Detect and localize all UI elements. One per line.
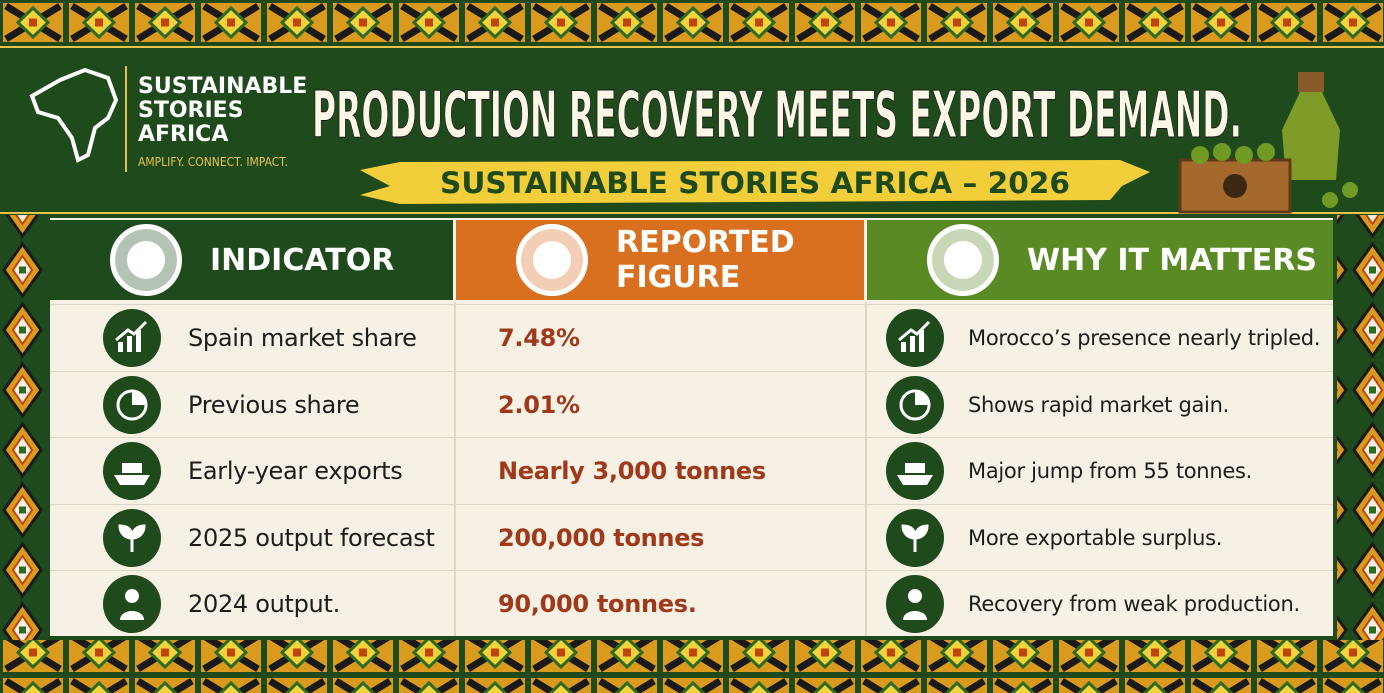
top-border: [0, 0, 1384, 45]
title: PRODUCTION RECOVERY MEETS EXPORT DEMAND.: [312, 79, 1242, 153]
table-row: Early-year exports Nearly 3,000 tonnes Maj…: [50, 437, 1333, 504]
row-icon: [103, 309, 161, 367]
figure-cell: 7.48%: [498, 305, 580, 371]
figure-cell: 2.01%: [498, 372, 580, 438]
bottom-border: [0, 640, 1384, 693]
tagline: AMPLIFY. CONNECT. IMPACT.: [138, 155, 288, 169]
indicator-cell: Previous share: [188, 372, 360, 438]
reason-cell-text: Major jump from 55 tonnes.: [968, 459, 1252, 483]
reason-cell-text: Morocco’s presence nearly tripled.: [968, 326, 1321, 350]
row-icon: [886, 375, 944, 434]
figure-cell-text: 90,000 tonnes.: [498, 590, 697, 618]
reason-cell-text: Shows rapid market gain.: [968, 392, 1229, 417]
row-icon: [886, 309, 944, 367]
reason-cell: Shows rapid market gain.: [968, 372, 1229, 438]
table: INDICATOR REPORTED FIGURE WHY IT MATTERS Sp…: [50, 218, 1333, 636]
row-icon: [103, 575, 161, 633]
reason-cell: Recovery from weak production.: [968, 571, 1300, 637]
brand-line: AFRICA: [138, 122, 228, 147]
figure-cell-text: 7.48%: [498, 324, 580, 352]
reason-cell: Morocco’s presence nearly tripled.: [968, 305, 1321, 371]
table-row: 2025 output forecast 200,000 tonnes More e…: [50, 503, 1333, 571]
header-icon: [516, 224, 588, 296]
indicator-cell: 2024 output.: [188, 571, 340, 637]
header-icon: [927, 224, 999, 296]
column-header: INDICATOR: [50, 220, 453, 300]
column-header-text: REPORTED FIGURE: [616, 225, 795, 295]
right-border: [1337, 215, 1384, 640]
reason-cell: More exportable surplus.: [968, 505, 1222, 571]
figure-cell-text: Nearly 3,000 tonnes: [498, 457, 766, 485]
reason-cell: Major jump from 55 tonnes.: [968, 438, 1252, 504]
olive-crate: [1178, 72, 1358, 214]
indicator-cell-text: Previous share: [188, 390, 360, 419]
column-header: REPORTED FIGURE: [456, 220, 864, 300]
column-header-text: WHY IT MATTERS: [1027, 242, 1317, 278]
indicator-cell-text: 2025 output forecast: [188, 523, 435, 552]
indicator-cell: Early-year exports: [188, 438, 403, 504]
indicator-cell-text: 2024 output.: [188, 590, 340, 618]
column-header: WHY IT MATTERS: [867, 220, 1333, 300]
column-header-text: INDICATOR: [210, 242, 395, 278]
figure-cell: 90,000 tonnes.: [498, 571, 697, 637]
figure-cell: 200,000 tonnes: [498, 505, 704, 571]
table-row: 2024 output. 90,000 tonnes. Recovery from …: [50, 570, 1333, 637]
row-icon: [886, 508, 944, 567]
reason-cell-text: More exportable surplus.: [968, 525, 1223, 550]
figure-cell: Nearly 3,000 tonnes: [498, 438, 766, 504]
figure-cell-text: 200,000 tonnes: [498, 523, 705, 552]
column-divider: [865, 302, 867, 636]
indicator-cell-text: Early-year exports: [188, 457, 403, 485]
row-icon: [103, 442, 161, 500]
subtitle-banner: [360, 160, 1150, 204]
row-icon: [103, 508, 161, 567]
brand-line: STORIES: [138, 98, 244, 123]
header-icon: [110, 224, 182, 296]
indicator-cell: 2025 output forecast: [188, 505, 435, 571]
left-border: [0, 215, 47, 640]
africa-logo: [29, 67, 119, 163]
indicator-cell-text: Spain market share: [188, 324, 417, 352]
subtitle: SUSTAINABLE STORIES AFRICA – 2026: [440, 166, 1070, 200]
table-row: Previous share 2.01% Shows rapid market ga…: [50, 370, 1333, 438]
indicator-cell: Spain market share: [188, 305, 417, 371]
row-icon: [103, 375, 161, 434]
reason-cell-text: Recovery from weak production.: [968, 592, 1300, 616]
row-icon: [886, 575, 944, 633]
column-divider: [454, 302, 456, 636]
row-icon: [886, 442, 944, 500]
brand-line: SUSTAINABLE: [138, 74, 307, 99]
figure-cell-text: 2.01%: [498, 390, 580, 419]
table-row: Spain market share 7.48% Morocco’s presenc…: [50, 304, 1333, 371]
